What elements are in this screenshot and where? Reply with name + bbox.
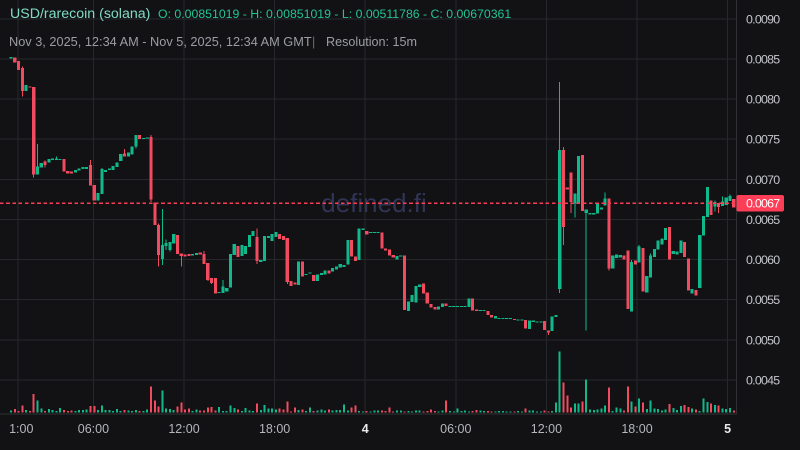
svg-text:0.0085: 0.0085 (746, 52, 780, 66)
svg-text:|: | (312, 35, 315, 49)
svg-text:0.0075: 0.0075 (746, 133, 780, 147)
svg-text:0.0045: 0.0045 (746, 374, 780, 388)
svg-text:12:00: 12:00 (168, 422, 199, 436)
svg-text:Resolution: 15m: Resolution: 15m (326, 35, 417, 49)
svg-text:06:00: 06:00 (78, 422, 109, 436)
svg-text:4: 4 (362, 422, 369, 436)
svg-text:0.0055: 0.0055 (746, 293, 780, 307)
svg-text:O: 0.00851019 - H: 0.00851019: O: 0.00851019 - H: 0.00851019 - L: 0.005… (158, 7, 511, 21)
svg-text:0.0070: 0.0070 (746, 173, 780, 187)
svg-text:18:00: 18:00 (621, 422, 652, 436)
svg-text:18:00: 18:00 (259, 422, 290, 436)
svg-text:0.0080: 0.0080 (746, 93, 780, 107)
svg-text:0.0067: 0.0067 (746, 197, 780, 211)
svg-text:0.0090: 0.0090 (746, 12, 780, 26)
svg-text:0.0050: 0.0050 (746, 333, 780, 347)
svg-text:USD/rarecoin (solana): USD/rarecoin (solana) (10, 6, 150, 22)
svg-text:0.0060: 0.0060 (746, 253, 780, 267)
svg-text:5: 5 (724, 422, 731, 436)
svg-text:0.0065: 0.0065 (746, 213, 780, 227)
svg-text:12:00: 12:00 (531, 422, 562, 436)
svg-text:Nov 3, 2025, 12:34 AM - Nov 5,: Nov 3, 2025, 12:34 AM - Nov 5, 2025, 12:… (9, 34, 312, 49)
svg-text:06:00: 06:00 (440, 422, 471, 436)
